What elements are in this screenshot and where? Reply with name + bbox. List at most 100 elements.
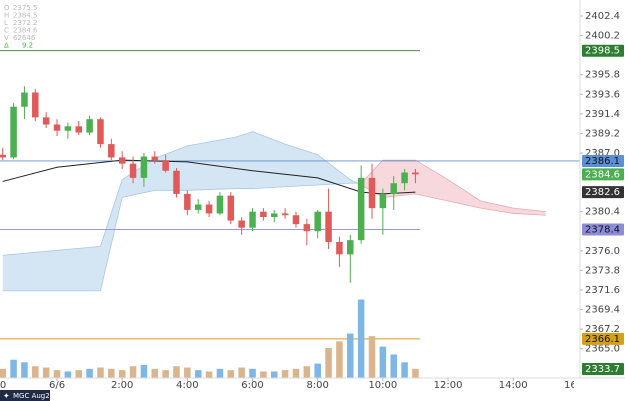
ohlc-value: 2372.2 (13, 19, 38, 27)
candle-body (368, 177, 376, 209)
cloud-fill (2, 131, 362, 291)
candle-body (151, 156, 159, 161)
candle-body (401, 172, 408, 184)
volume-bar (281, 370, 289, 378)
candle-body (357, 177, 365, 241)
candle-body (270, 213, 278, 218)
ohlc-key: H (4, 12, 9, 20)
y-tick-label: 2367.2 (585, 324, 620, 335)
candle-body (238, 220, 245, 228)
x-tick-label: 6/6 (49, 380, 65, 391)
candle-body (21, 92, 28, 107)
volume-bar (227, 370, 235, 378)
volume-bar (249, 368, 256, 378)
symbol-label: MGC Aug24 (13, 392, 55, 400)
ohlc-key: L (4, 19, 8, 27)
price-label: 2366.1 (585, 334, 620, 345)
candle-body (216, 195, 224, 214)
candle-body (205, 204, 213, 214)
candle-body (10, 106, 17, 158)
price-label-box (582, 154, 624, 167)
volume-bar (336, 341, 343, 378)
candle-body (260, 211, 267, 218)
candle-body (390, 183, 397, 194)
candle-body (194, 204, 202, 210)
price-label: 2378.4 (585, 224, 620, 235)
volume-bar (216, 368, 224, 378)
candle-body (97, 119, 104, 145)
candle-body (292, 215, 300, 225)
candle-body (303, 224, 311, 232)
ohlc-value: 2384.6 (13, 27, 38, 35)
y-tick-label: 2380.4 (585, 207, 620, 218)
candle-body (379, 193, 387, 209)
candle-body (162, 160, 169, 171)
candle-body (118, 157, 126, 164)
y-tick-label: 2395.8 (585, 70, 620, 81)
candle-body (129, 163, 137, 178)
candle-body (64, 126, 72, 131)
x-tick-label: 4:00 (176, 380, 198, 391)
y-tick-label: 2387.0 (585, 148, 620, 159)
candle-body (249, 211, 256, 228)
x-tick-label: 14:00 (499, 380, 528, 391)
volume-bar (412, 368, 419, 378)
plot-area (0, 50, 580, 378)
candle-body (314, 211, 321, 232)
ohlc-key: C (4, 27, 9, 35)
volume-bar (270, 371, 278, 378)
candle-body (75, 126, 83, 133)
ohlc-key: Δ (4, 42, 9, 50)
y-tick-label: 2391.4 (585, 109, 620, 120)
volume-bar (314, 363, 321, 378)
x-tick-label: 22:00 (0, 380, 6, 391)
candle-body (281, 213, 289, 216)
volume-bar (173, 366, 180, 378)
candle-body (42, 117, 50, 125)
volume-bar (238, 367, 245, 378)
x-tick-label: 8:00 (306, 380, 328, 391)
price-label-box (582, 168, 624, 181)
volume-bar (53, 370, 61, 378)
candle-body (140, 156, 148, 178)
ohlc-key: V (4, 34, 9, 42)
candle-body (0, 154, 6, 158)
volume-bar (64, 371, 72, 378)
y-tick-label: 2371.6 (585, 285, 620, 296)
x-tick-label: 6:00 (241, 380, 263, 391)
ohlc-key: O (4, 4, 10, 12)
symbol-icon: ✦ (3, 392, 10, 401)
y-tick-label: 2373.8 (585, 265, 620, 276)
candle-body (412, 172, 419, 175)
ohlc-value: 2384.5 (13, 12, 38, 20)
candle-body (53, 124, 61, 131)
y-tick-label: 2393.6 (585, 89, 620, 100)
volume-bar (303, 366, 311, 378)
volume-bar (292, 368, 300, 378)
axes: 2402.4 2400.2 2395.8 2393.6 2391.4 2389.2 2387… (580, 11, 624, 375)
volume-bar (205, 371, 213, 378)
volume-bar (325, 347, 332, 378)
candle-body (347, 240, 354, 255)
volume-bar (194, 370, 202, 378)
ohlc-value: 9.2 (22, 42, 33, 50)
x-tick-label: 2:00 (111, 380, 133, 391)
cloud-edge (360, 159, 546, 213)
candle-body (336, 241, 343, 255)
volume-bar (162, 370, 169, 378)
volume-bar (86, 368, 93, 378)
y-tick-label: 2402.4 (585, 11, 620, 22)
volume-bar (368, 336, 376, 378)
x-tick-label: 12:00 (434, 380, 463, 391)
volume-bar (140, 364, 148, 378)
moving-average (2, 159, 416, 195)
candle-body (325, 211, 332, 242)
y-tick-label: 2389.2 (585, 128, 620, 139)
volume-bar (129, 366, 137, 378)
cloud-edge (2, 182, 362, 292)
price-label: 2333.7 (585, 364, 620, 375)
volume-bar (75, 370, 83, 378)
symbol-badge[interactable] (0, 390, 50, 401)
